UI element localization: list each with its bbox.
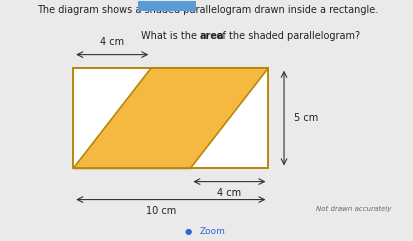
Text: What is the: What is the	[141, 31, 200, 41]
Text: area: area	[200, 31, 225, 41]
Text: 4 cm: 4 cm	[217, 187, 242, 198]
Text: of the shaded parallelogram?: of the shaded parallelogram?	[201, 31, 361, 41]
Text: ●: ●	[185, 227, 192, 235]
Text: 5 cm: 5 cm	[294, 113, 318, 123]
Text: 4 cm: 4 cm	[100, 37, 124, 47]
Bar	[73, 68, 268, 168]
Bar	[73, 68, 268, 168]
Text: Not drawn accurately: Not drawn accurately	[316, 206, 392, 212]
Bar	[138, 0, 196, 12]
Text: The diagram shows a shaded parallelogram drawn inside a rectangle.: The diagram shows a shaded parallelogram…	[37, 6, 379, 15]
Polygon shape	[73, 68, 268, 168]
Text: 10 cm: 10 cm	[146, 206, 176, 215]
Text: Zoom: Zoom	[200, 227, 226, 235]
